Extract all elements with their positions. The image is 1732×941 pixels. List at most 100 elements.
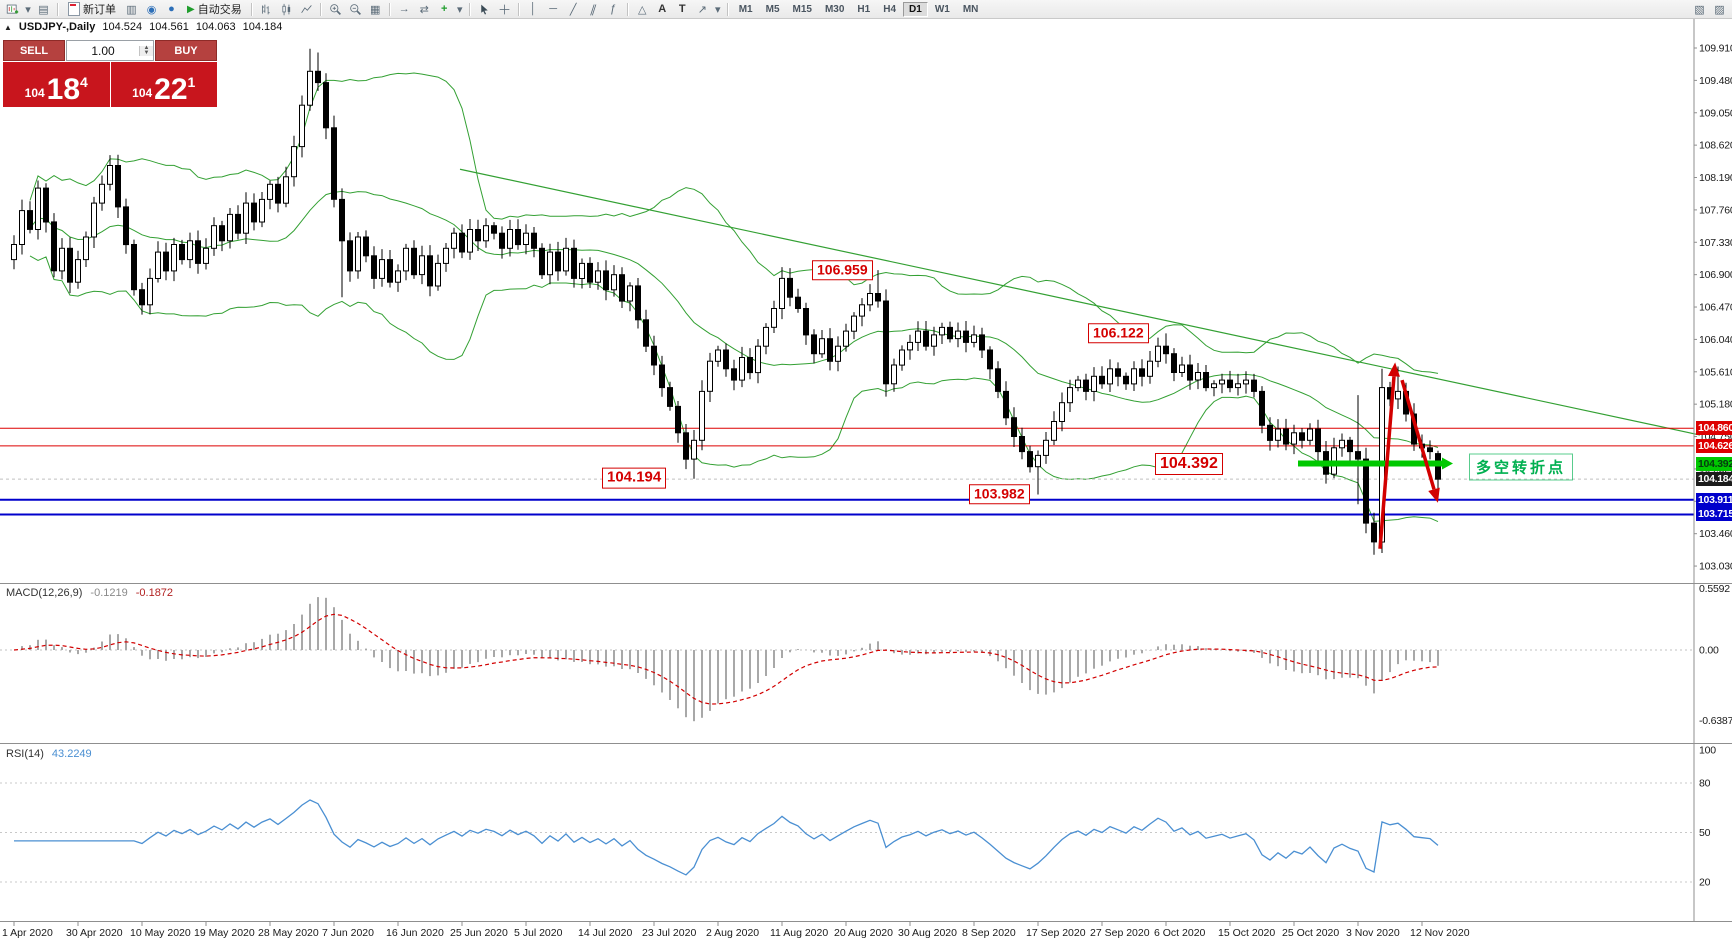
svg-text:30 Aug 2020: 30 Aug 2020 [898, 927, 957, 939]
new-order-label: 新订单 [83, 4, 116, 16]
new-chart-icon[interactable] [3, 1, 22, 17]
timeframe-button-M5[interactable]: M5 [765, 3, 780, 15]
svg-text:104.320: 104.320 [1699, 463, 1732, 475]
horizontal-line-tool-icon[interactable]: ─ [549, 3, 558, 15]
svg-text:7 Jun 2020: 7 Jun 2020 [322, 927, 374, 939]
svg-text:103.460: 103.460 [1699, 528, 1732, 540]
add-indicator-icon[interactable]: + [440, 3, 448, 15]
sell-button[interactable]: SELL [3, 40, 65, 61]
trend-arrow-down[interactable] [1400, 379, 1436, 490]
timeframe-button-H4[interactable]: H4 [883, 3, 897, 15]
bid-pip-fraction: 4 [80, 74, 88, 90]
new-order-icon [68, 2, 80, 16]
ohlc-close: 104.184 [242, 21, 283, 33]
timeframe-button-H1[interactable]: H1 [857, 3, 871, 15]
svg-text:106.040: 106.040 [1699, 334, 1732, 346]
timeframe-button-MN[interactable]: MN [962, 3, 979, 15]
timeframe-button-M30[interactable]: M30 [824, 3, 845, 15]
text-label-tool-icon[interactable]: T [678, 3, 686, 15]
tile-windows-icon[interactable]: ▦ [370, 3, 381, 16]
webtrader-icon[interactable]: ● [168, 3, 175, 15]
zoom-out-icon[interactable] [346, 1, 365, 17]
rsi-label: RSI(14) [6, 748, 44, 760]
volume-down-icon[interactable]: ▼ [140, 50, 153, 56]
timeframe-button-W1[interactable]: W1 [934, 3, 950, 15]
rsi-label-row: RSI(14) 43.2249 [6, 748, 92, 760]
timeframe-button-M1[interactable]: M1 [738, 3, 753, 15]
autotrading-label: 自动交易 [197, 4, 242, 16]
svg-text:20 Aug 2020: 20 Aug 2020 [834, 927, 893, 939]
svg-text:10 May 2020: 10 May 2020 [130, 927, 191, 939]
toolbar-overflow-icon[interactable]: ▨ [1714, 3, 1725, 16]
svg-text:-0.6387: -0.6387 [1699, 715, 1732, 727]
channel-tool-icon[interactable]: ∥ [588, 3, 598, 16]
autotrading-button[interactable]: ▶ 自动交易 [182, 1, 247, 17]
svg-text:0.5592: 0.5592 [1699, 583, 1730, 595]
volume-value[interactable]: 1.00 [91, 43, 115, 58]
volume-up-icon[interactable]: ▲ [140, 45, 153, 51]
svg-text:12 Nov 2020: 12 Nov 2020 [1410, 927, 1470, 939]
svg-text:100: 100 [1699, 745, 1716, 757]
one-click-collapse-icon[interactable]: ▲ [4, 22, 12, 32]
trendline-tool-icon[interactable]: ╱ [569, 3, 577, 16]
macd-signal-value: -0.1872 [135, 587, 174, 599]
text-tool-icon[interactable]: A [658, 3, 667, 15]
crosshair-icon[interactable] [495, 1, 514, 17]
svg-text:80: 80 [1699, 778, 1711, 790]
timeframe-button-D1[interactable]: D1 [903, 1, 928, 17]
svg-text:20: 20 [1699, 877, 1711, 889]
chart-dropdown-icon[interactable]: ▾ [25, 3, 31, 16]
svg-text:109.910: 109.910 [1699, 43, 1732, 55]
shapes-tool-icon[interactable]: △ [637, 3, 647, 16]
ask-big-digits: 22 [154, 73, 188, 106]
fibonacci-tool-icon[interactable]: ƒ [610, 3, 617, 15]
chart-shift-icon[interactable]: ⇄ [419, 3, 429, 16]
indicator-dropdown-icon[interactable]: ▾ [456, 3, 463, 16]
chart-symbol-period: USDJPY-,Daily [18, 21, 96, 33]
community-icon[interactable]: ◉ [146, 3, 157, 16]
toolbar-customize-icon[interactable]: ▧ [1694, 3, 1705, 16]
svg-text:106.900: 106.900 [1699, 269, 1732, 281]
new-order-button[interactable]: 新订单 [63, 1, 121, 17]
time-axis-labels: 1 Apr 2020 30 Apr 2020 10 May 2020 19 May 2… [2, 921, 1470, 939]
svg-text:50: 50 [1699, 827, 1711, 839]
svg-text:109.480: 109.480 [1699, 75, 1732, 87]
svg-text:6 Oct 2020: 6 Oct 2020 [1154, 927, 1206, 939]
zoom-in-icon[interactable] [326, 1, 345, 17]
cursor-icon[interactable] [475, 1, 494, 17]
ohlc-low: 104.063 [195, 21, 236, 33]
svg-text:28 May 2020: 28 May 2020 [258, 927, 319, 939]
vertical-line-tool-icon[interactable]: │ [529, 3, 537, 15]
descending-trendline[interactable] [459, 168, 1701, 436]
auto-scroll-icon[interactable]: → [398, 3, 410, 15]
trend-arrowhead-down-icon [1428, 487, 1440, 503]
arrows-tool-icon[interactable]: ↗ [697, 3, 707, 16]
volume-stepper[interactable]: ▲ ▼ [139, 45, 153, 56]
svg-text:8 Sep 2020: 8 Sep 2020 [962, 927, 1016, 939]
trend-arrow-up[interactable] [1378, 376, 1396, 549]
market-watch-icon[interactable]: ▥ [126, 3, 137, 16]
bollinger-middle [29, 190, 1439, 448]
line-chart-mode-icon[interactable] [297, 1, 316, 17]
bid-price-panel[interactable]: 104 18 4 [3, 62, 110, 107]
bar-chart-mode-icon[interactable] [257, 1, 276, 17]
buy-button[interactable]: BUY [155, 40, 217, 61]
macd-histogram [21, 597, 1439, 722]
annotation-text[interactable]: 多空转折点 [1469, 453, 1574, 481]
svg-text:106.470: 106.470 [1699, 302, 1732, 314]
svg-text:107.330: 107.330 [1699, 237, 1732, 249]
volume-field[interactable]: 1.00 ▲ ▼ [66, 40, 154, 61]
ask-price-panel[interactable]: 104 22 1 [110, 62, 217, 107]
svg-text:25 Jun 2020: 25 Jun 2020 [450, 927, 508, 939]
timeframe-button-M15[interactable]: M15 [792, 3, 812, 15]
profiles-icon[interactable]: ▤ [38, 3, 49, 16]
arrows-dropdown-icon[interactable]: ▾ [714, 3, 721, 16]
svg-text:11 Aug 2020: 11 Aug 2020 [770, 927, 828, 939]
macd-label-row: MACD(12,26,9) -0.1219 -0.1872 [6, 587, 173, 599]
candlestick-mode-icon[interactable] [277, 1, 296, 17]
one-click-trading-panel: SELL 1.00 ▲ ▼ BUY 104 18 4 104 22 1 [3, 40, 217, 107]
toolbar: ▾ ▤ 新订单 ▥ ◉ ● ▶ 自动交易 ▦ → [0, 0, 1732, 19]
